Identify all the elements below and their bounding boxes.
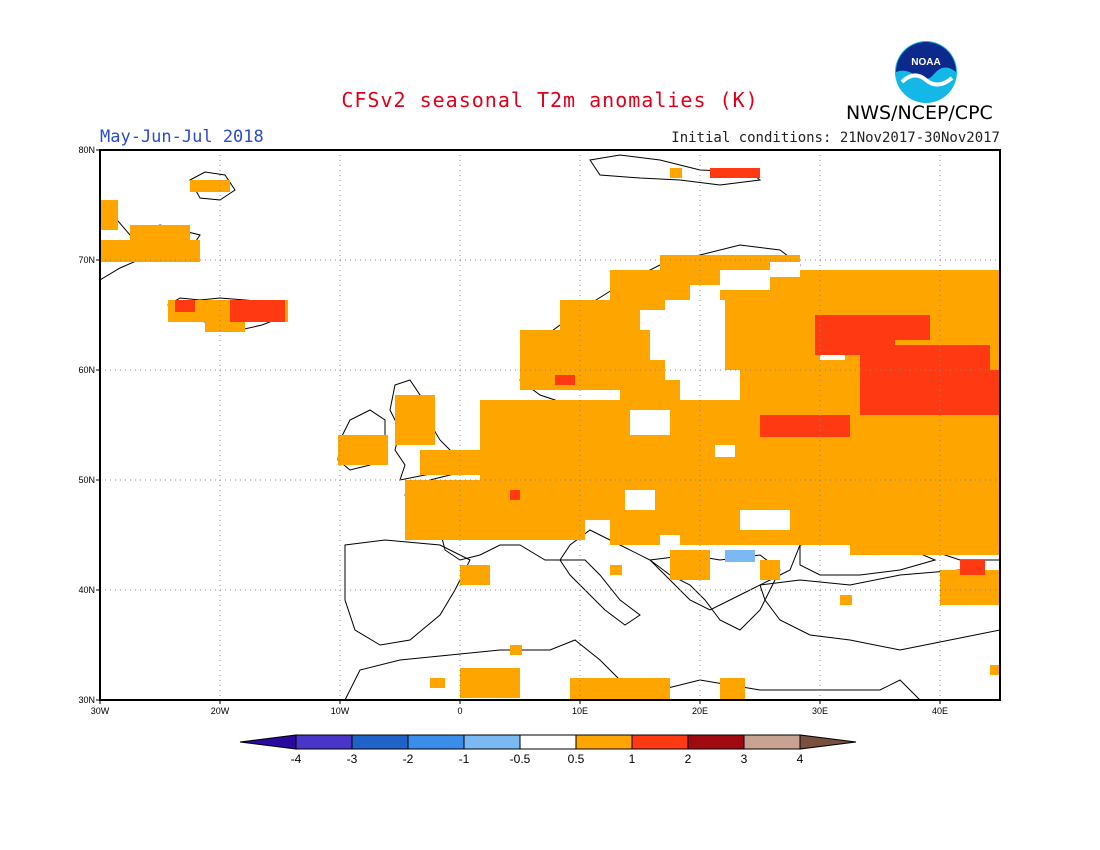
colorbar-high-arrow [799,734,857,750]
colorbar-label: 2 [685,752,692,766]
colorbar-label: 0.5 [568,752,585,766]
colorbar-bin [351,734,409,750]
colorbar-label: 3 [741,752,748,766]
lat-tick-label: 50N [78,475,95,485]
colorbar-bin [519,734,577,750]
noaa-logo-text: NOAA [911,57,940,68]
colorbar-bin [295,734,353,750]
colorbar-label: -1 [459,752,470,766]
lon-tick-label: 0 [457,706,462,716]
colorbar-bin [743,734,801,750]
lon-tick-label: 40E [932,706,948,716]
season-label: May-Jun-Jul 2018 [100,127,264,147]
lat-tick-label: 70N [78,255,95,265]
lat-tick-label: 40N [78,585,95,595]
chart-title: CFSv2 seasonal T2m anomalies (K) [341,88,759,112]
colorbar-bin [463,734,521,750]
colorbar-label: 1 [629,752,636,766]
colorbar-low-arrow [239,734,297,750]
lon-tick-label: 10W [331,706,350,716]
lon-tick-label: 20E [692,706,708,716]
latitude-ticks: 80N 70N 60N 50N 40N 30N [78,145,100,705]
noaa-logo: NOAA [895,41,957,103]
colorbar-bin [631,734,689,750]
anomaly-shading [100,168,1000,700]
initial-conditions-label: Initial conditions: 21Nov2017-30Nov2017 [671,130,1000,146]
colorbar-label: 4 [797,752,804,766]
colorbar-label: -3 [347,752,358,766]
colorbar-label: -4 [291,752,302,766]
lat-tick-label: 30N [78,695,95,705]
colorbar-bin [687,734,745,750]
lon-tick-label: 10E [572,706,588,716]
longitude-ticks: 30W 20W 10W 0 10E 20E 30E 40E [91,700,948,716]
agency-label: NWS/NCEP/CPC [846,102,993,124]
colorbar-label: -2 [403,752,414,766]
lon-tick-label: 20W [211,706,230,716]
colorbar-bin [407,734,465,750]
colorbar-label: -0.5 [510,752,531,766]
lat-tick-label: 80N [78,145,95,155]
lon-tick-label: 30E [812,706,828,716]
graticule [100,150,1000,700]
colorbar: -4 -3 -2 -1 -0.5 0.5 1 2 3 4 [239,734,857,766]
map-frame [99,149,1001,701]
colorbar-bin [575,734,633,750]
lon-tick-label: 30W [91,706,110,716]
lat-tick-label: 60N [78,365,95,375]
